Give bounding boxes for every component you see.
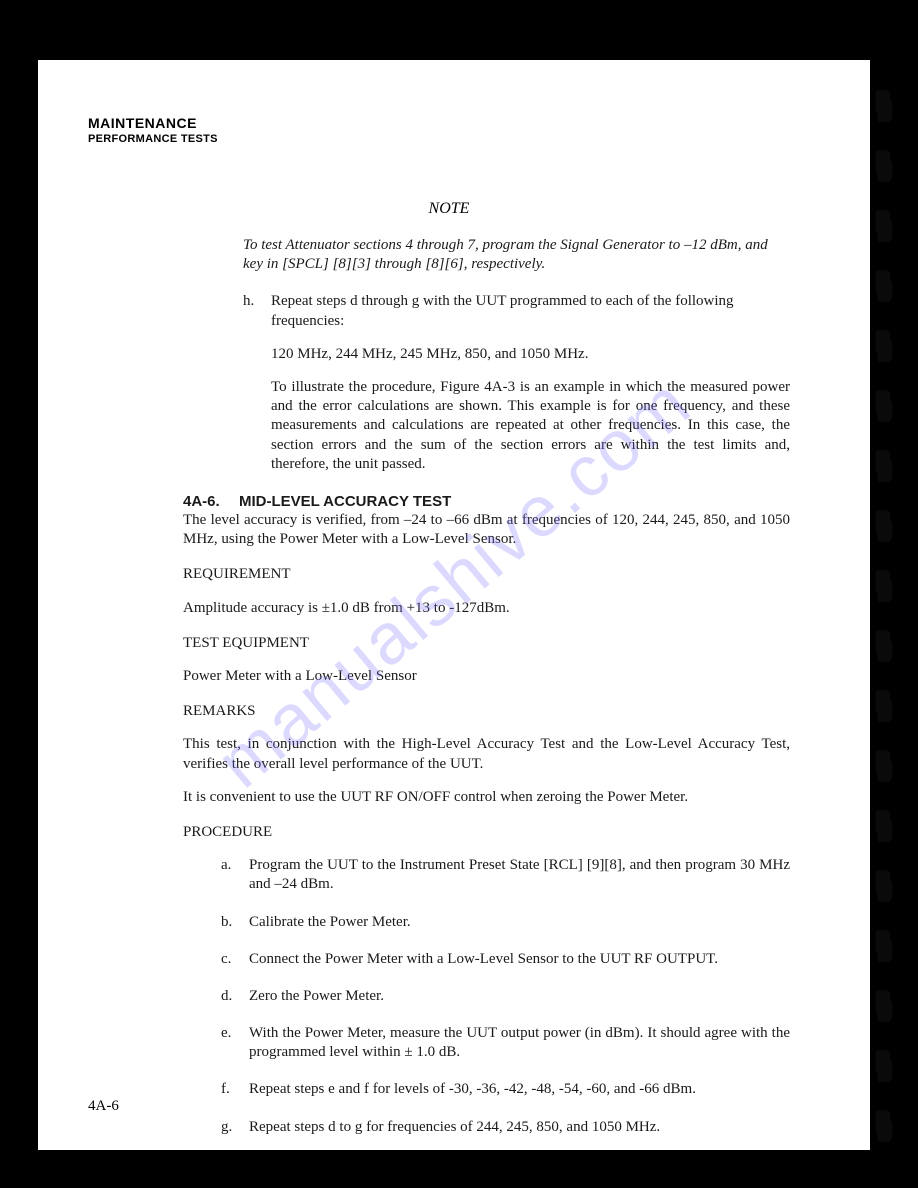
section-number: 4A-6.: [183, 492, 239, 511]
remarks-heading: REMARKS: [183, 702, 790, 721]
binding-mark-icon: [872, 208, 896, 244]
requirement-heading: REQUIREMENT: [183, 565, 790, 584]
procedure-step: d. Zero the Power Meter.: [221, 987, 790, 1006]
binding-mark-icon: [872, 508, 896, 544]
binding-mark-icon: [872, 748, 896, 784]
section-title: MID-LEVEL ACCURACY TEST: [239, 493, 451, 510]
header-title: MAINTENANCE: [88, 115, 810, 131]
step-text: Zero the Power Meter.: [249, 987, 790, 1006]
page-header: MAINTENANCE PERFORMANCE TESTS: [88, 115, 810, 145]
step-marker: a.: [221, 856, 249, 894]
procedure-step: b. Calibrate the Power Meter.: [221, 913, 790, 932]
binding-mark-icon: [872, 448, 896, 484]
step-marker: c.: [221, 950, 249, 969]
section-heading: 4A-6.MID-LEVEL ACCURACY TEST: [183, 492, 790, 511]
binding-mark-icon: [872, 628, 896, 664]
step-marker: h.: [243, 292, 271, 330]
procedure-step: e. With the Power Meter, measure the UUT…: [221, 1024, 790, 1062]
step-h-explanation: To illustrate the procedure, Figure 4A-3…: [271, 378, 790, 474]
frequency-list: 120 MHz, 244 MHz, 245 MHz, 850, and 1050…: [271, 345, 790, 364]
header-subtitle: PERFORMANCE TESTS: [88, 133, 810, 145]
step-marker: d.: [221, 987, 249, 1006]
page-content: To test Attenuator sections 4 through 7,…: [243, 236, 790, 1137]
procedure-heading: PROCEDURE: [183, 823, 790, 842]
requirement-body: Amplitude accuracy is ±1.0 dB from +13 t…: [183, 599, 790, 618]
step-text: Program the UUT to the Instrument Preset…: [249, 856, 790, 894]
note-heading: NOTE: [88, 200, 810, 218]
section-intro: The level accuracy is verified, from –24…: [183, 511, 790, 549]
binding-mark-icon: [872, 808, 896, 844]
document-page: MAINTENANCE PERFORMANCE TESTS NOTE To te…: [38, 60, 870, 1150]
step-marker: e.: [221, 1024, 249, 1062]
binding-mark-icon: [872, 268, 896, 304]
equipment-heading: TEST EQUIPMENT: [183, 634, 790, 653]
procedure-list: a. Program the UUT to the Instrument Pre…: [221, 856, 790, 1137]
step-text: Repeat steps e and f for levels of -30, …: [249, 1080, 790, 1099]
procedure-step: c. Connect the Power Meter with a Low-Le…: [221, 950, 790, 969]
remarks-p2: It is convenient to use the UUT RF ON/OF…: [183, 788, 790, 807]
step-text: Calibrate the Power Meter.: [249, 913, 790, 932]
procedure-step: f. Repeat steps e and f for levels of -3…: [221, 1080, 790, 1099]
procedure-step: g. Repeat steps d to g for frequencies o…: [221, 1118, 790, 1137]
binding-mark-icon: [872, 1048, 896, 1084]
binding-mark-icon: [872, 568, 896, 604]
procedure-step: a. Program the UUT to the Instrument Pre…: [221, 856, 790, 894]
step-text: Connect the Power Meter with a Low-Level…: [249, 950, 790, 969]
equipment-body: Power Meter with a Low-Level Sensor: [183, 667, 790, 686]
step-text: With the Power Meter, measure the UUT ou…: [249, 1024, 790, 1062]
step-h: h. Repeat steps d through g with the UUT…: [243, 292, 790, 330]
binding-mark-icon: [872, 688, 896, 724]
binding-mark-icon: [872, 148, 896, 184]
step-marker: f.: [221, 1080, 249, 1099]
note-body: To test Attenuator sections 4 through 7,…: [243, 236, 790, 274]
step-h-intro: Repeat steps d through g with the UUT pr…: [271, 292, 790, 330]
remarks-p1: This test, in conjunction with the High-…: [183, 735, 790, 773]
binding-mark-icon: [872, 928, 896, 964]
binding-mark-icon: [872, 328, 896, 364]
page-number: 4A-6: [88, 1098, 119, 1115]
step-marker: b.: [221, 913, 249, 932]
binding-mark-icon: [872, 88, 896, 124]
binding-mark-icon: [872, 388, 896, 424]
step-text: Repeat steps d to g for frequencies of 2…: [249, 1118, 790, 1137]
binding-mark-icon: [872, 868, 896, 904]
binding-mark-icon: [872, 988, 896, 1024]
binding-mark-icon: [872, 1108, 896, 1144]
step-marker: g.: [221, 1118, 249, 1137]
